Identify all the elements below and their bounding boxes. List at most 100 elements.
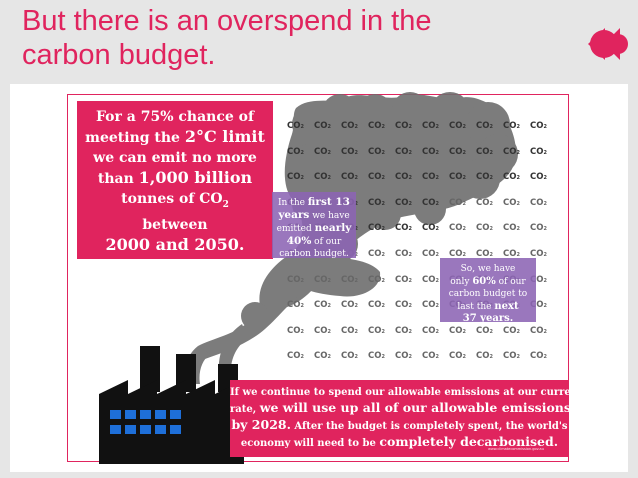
co2-unit: CO2 <box>341 114 368 140</box>
slide-title: But there is an overspend in the carbon b… <box>22 4 542 72</box>
co2-unit: CO2 <box>314 114 341 140</box>
co2-label: CO <box>530 274 544 285</box>
co2-sub: 2 <box>354 354 358 361</box>
co2-label: CO <box>476 325 490 336</box>
co2-label: CO <box>341 121 355 131</box>
co2-sub: 2 <box>300 175 304 182</box>
co2-sub: 2 <box>462 226 466 233</box>
first13-l3-em: nearly <box>314 222 352 234</box>
co2-unit: CO2 <box>368 165 395 191</box>
co2-sub: 2 <box>408 277 412 284</box>
co2-unit: CO2 <box>287 319 314 345</box>
bottom-l2-pre: rate, <box>230 404 260 415</box>
co2-unit: CO2 <box>314 268 341 294</box>
co2-label: CO <box>422 351 436 362</box>
co2-sub: 2 <box>462 200 466 207</box>
co2-sub: 2 <box>462 124 466 130</box>
co2-label: CO <box>341 146 355 157</box>
co2-label: CO <box>368 300 382 311</box>
co2-sub: 2 <box>300 124 304 130</box>
first13-l3-pre: emitted <box>276 224 315 234</box>
co2-unit: CO2 <box>341 268 368 294</box>
co2-label: CO <box>422 121 436 131</box>
co2-unit: CO2 <box>530 165 557 191</box>
co2-sub: 2 <box>543 226 547 233</box>
co2-label: CO <box>395 274 409 285</box>
co2-unit: CO2 <box>476 165 503 191</box>
co2-label: CO <box>476 351 490 362</box>
co2-label: CO <box>395 300 409 311</box>
co2-label: CO <box>503 248 517 259</box>
co2-unit: CO2 <box>341 344 368 370</box>
co2-sub: 2 <box>435 226 439 233</box>
co2-unit: CO2 <box>395 293 422 319</box>
co2-sub: 2 <box>300 354 304 361</box>
co2-unit: CO2 <box>422 268 449 294</box>
co2-sub: 2 <box>354 277 358 284</box>
co2-label: CO <box>422 172 436 183</box>
co2-sub: 2 <box>435 124 439 130</box>
budget-line-4: than <box>97 171 139 187</box>
co2-unit: CO2 <box>449 114 476 140</box>
co2-label: CO <box>449 351 463 362</box>
co2-unit: CO2 <box>503 242 530 268</box>
co2-unit: CO2 <box>476 191 503 217</box>
co2-sub: 2 <box>381 251 385 258</box>
co2-unit: CO2 <box>395 165 422 191</box>
co2-unit: CO2 <box>530 242 557 268</box>
first13-l2-post: we have <box>309 211 350 221</box>
co2-sub: 2 <box>435 277 439 284</box>
co2-sub: 2 <box>489 354 493 361</box>
co2-sub: 2 <box>354 303 358 310</box>
budget-line-3: we can emit no more <box>93 150 257 166</box>
co2-label: CO <box>341 325 355 336</box>
co2-sub: 2 <box>300 277 304 284</box>
co2-unit: CO2 <box>395 344 422 370</box>
co2-unit: CO2 <box>395 191 422 217</box>
co2-sub: 2 <box>543 303 547 310</box>
first-13-years-box: In the first 13 years we have emitted ne… <box>272 192 356 259</box>
co2-sub: 2 <box>516 354 520 361</box>
co2-sub: 2 <box>327 124 331 130</box>
co2-label: CO <box>530 146 544 157</box>
co2-label: CO <box>476 223 490 234</box>
co2-sub: 2 <box>408 149 412 156</box>
co2-unit: CO2 <box>530 293 557 319</box>
co2-unit: CO2 <box>503 319 530 345</box>
co2-unit: CO2 <box>476 140 503 166</box>
bottom-l1: If we continue to spend our allowable em… <box>230 387 583 398</box>
co2-unit: CO2 <box>368 216 395 242</box>
co2-unit: CO2 <box>395 216 422 242</box>
co2-unit: CO2 <box>287 293 314 319</box>
co2-label: CO <box>449 325 463 336</box>
co2-unit: CO2 <box>287 114 314 140</box>
co2-label: CO <box>422 248 436 259</box>
co2-sub: 2 <box>354 175 358 182</box>
co2-sub: 2 <box>543 328 547 335</box>
slide-title-line-2: carbon budget. <box>22 39 216 71</box>
co2-label: CO <box>287 325 301 336</box>
first13-l5: carbon budget. <box>279 249 349 259</box>
carbon-budget-box: For a 75% chance of meeting the 2°C limi… <box>77 101 273 259</box>
co2-label: CO <box>341 351 355 362</box>
co2-sub: 2 <box>516 251 520 258</box>
co2-sub: 2 <box>327 354 331 361</box>
sixty-l4-pre: last the <box>457 301 495 312</box>
co2-sub: 2 <box>435 175 439 182</box>
co2-label: CO <box>368 351 382 362</box>
co2-unit: CO2 <box>530 114 557 140</box>
co2-unit: CO2 <box>422 242 449 268</box>
slide-title-line-1: But there is an overspend in the <box>22 5 432 37</box>
budget-line-1: For a 75% chance of <box>96 109 254 125</box>
co2-unit: CO2 <box>368 293 395 319</box>
co2-sub: 2 <box>354 251 358 258</box>
co2-sub: 2 <box>381 328 385 335</box>
co2-sub: 2 <box>354 200 358 207</box>
co2-unit: CO2 <box>341 319 368 345</box>
co2-label: CO <box>395 146 409 157</box>
co2-unit: CO2 <box>503 216 530 242</box>
co2-sub: 2 <box>516 226 520 233</box>
co2-label: CO <box>314 121 328 131</box>
co2-unit: CO2 <box>314 165 341 191</box>
